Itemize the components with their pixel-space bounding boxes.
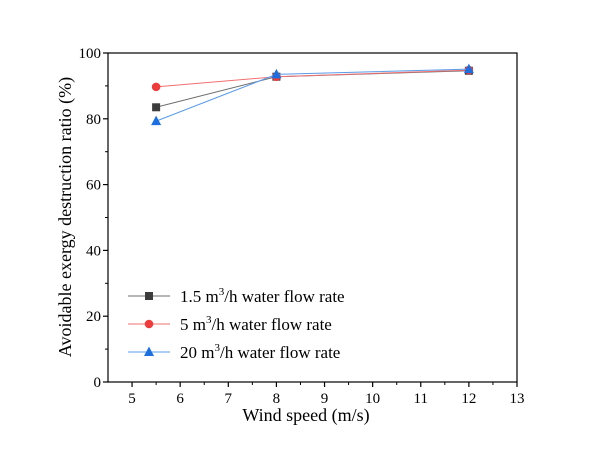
y-tick-label: 20 (86, 309, 101, 325)
y-axis-title: Avoidable exergy destruction ratio (%) (55, 77, 76, 357)
data-point-circle (151, 82, 161, 92)
legend-label: 1.5 m3/h water flow rate (180, 286, 345, 306)
data-point-triangle (463, 63, 474, 74)
y-tick-label: 40 (86, 243, 101, 259)
plot-area (151, 63, 474, 126)
legend-marker-circle (144, 319, 154, 329)
x-tick-label: 13 (510, 391, 525, 407)
x-tick-label: 7 (225, 391, 233, 407)
legend-label: 5 m3/h water flow rate (180, 314, 332, 334)
legend-marker-square (145, 292, 153, 300)
x-tick-label: 10 (365, 391, 380, 407)
legend-label: 20 m3/h water flow rate (180, 342, 340, 362)
y-tick-label: 80 (86, 112, 101, 128)
x-tick-label: 11 (414, 391, 428, 407)
y-tick-label: 0 (94, 375, 102, 391)
data-point-square (152, 103, 161, 112)
y-tick-label: 60 (86, 178, 101, 194)
x-tick-label: 6 (176, 391, 184, 407)
legend: 1.5 m3/h water flow rate 5 m3/h water flo… (128, 286, 345, 362)
x-tick-label: 9 (321, 391, 329, 407)
x-tick-label: 12 (461, 391, 476, 407)
data-point-triangle (271, 68, 282, 79)
x-tick-label: 5 (128, 391, 136, 407)
x-tick-label: 8 (273, 391, 281, 407)
data-point-triangle (151, 115, 162, 126)
legend-marker-triangle (144, 346, 154, 356)
x-axis-title: Wind speed (m/s) (242, 405, 369, 426)
y-tick-label: 100 (79, 46, 102, 62)
series-line-1 (155, 70, 469, 108)
axes: 5 6 7 8 9 10 11 12 13 0 20 40 60 80 100 (79, 46, 525, 407)
